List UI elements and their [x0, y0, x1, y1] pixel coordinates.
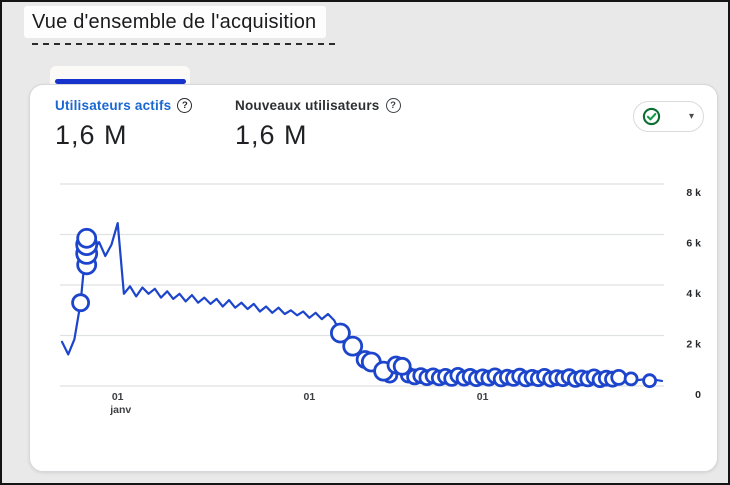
active-tab-indicator [55, 79, 186, 84]
svg-text:0: 0 [695, 389, 701, 401]
svg-text:01: 01 [304, 391, 316, 403]
active-users-label: Utilisateurs actifs [55, 98, 172, 113]
tab-active-users[interactable]: Utilisateurs actifs ? 1,6 M [55, 98, 193, 151]
help-icon[interactable]: ? [385, 98, 401, 113]
new-users-value: 1,6 M [235, 120, 308, 150]
svg-text:6 k: 6 k [686, 238, 701, 250]
svg-text:01: 01 [477, 391, 489, 403]
page-title: Vue d'ensemble de l'acquisition [32, 11, 317, 33]
svg-text:4 k: 4 k [686, 288, 701, 300]
help-icon[interactable]: ? [177, 98, 193, 113]
svg-text:2 k: 2 k [686, 339, 701, 351]
active-users-value: 1,6 M [55, 120, 128, 150]
chevron-down-icon: ▾ [688, 111, 694, 122]
title-dashed-underline [32, 43, 335, 45]
new-users-label: Nouveaux utilisateurs [235, 98, 380, 113]
page-title-wrap: Vue d'ensemble de l'acquisition [24, 6, 327, 38]
svg-text:8 k: 8 k [686, 187, 701, 199]
acquisition-overview-card [29, 84, 718, 472]
tab-new-users[interactable]: Nouveaux utilisateurs ? 1,6 M [235, 98, 401, 151]
data-quality-dropdown[interactable]: ▾ [633, 101, 704, 132]
svg-text:01: 01 [112, 391, 124, 403]
check-circle-icon [642, 107, 661, 126]
svg-text:janv: janv [109, 404, 131, 416]
